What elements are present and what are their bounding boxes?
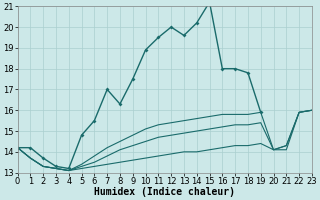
X-axis label: Humidex (Indice chaleur): Humidex (Indice chaleur) [94,187,235,197]
